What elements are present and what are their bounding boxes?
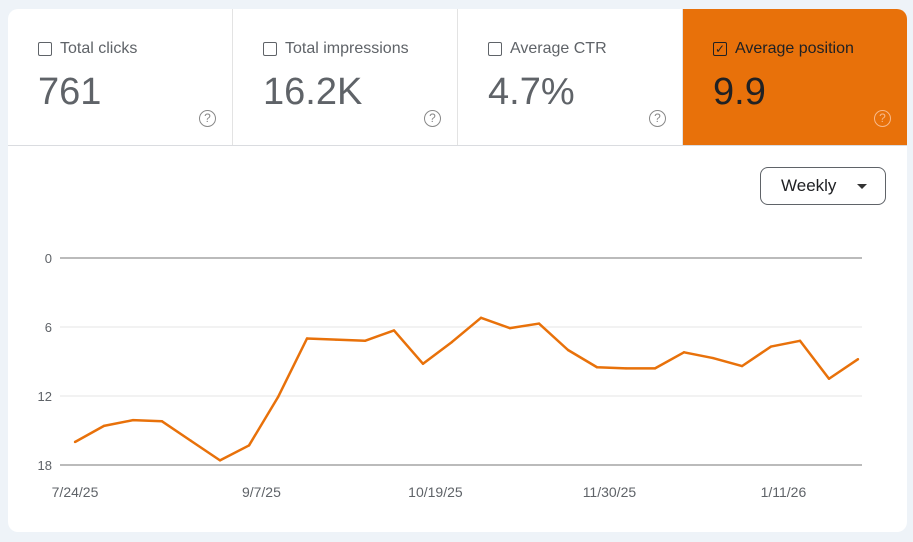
x-tick-label: 7/24/25 — [52, 484, 99, 500]
help-icon[interactable]: ? — [424, 110, 441, 127]
data-point — [624, 367, 628, 370]
metric-label: Average position — [735, 40, 854, 57]
data-point — [334, 338, 338, 341]
data-point — [73, 440, 77, 444]
metric-tile-average-position[interactable]: ✓ Average position 9.9 ? — [683, 9, 907, 145]
data-point — [102, 424, 106, 428]
data-point — [305, 337, 309, 340]
y-tick-label: 12 — [38, 389, 52, 404]
checkbox-icon[interactable] — [263, 42, 277, 56]
data-point — [827, 377, 831, 380]
checkbox-icon[interactable] — [488, 42, 502, 56]
metric-tiles: Total clicks 761 ? Total impressions 16.… — [8, 9, 907, 146]
y-tick-label: 0 — [45, 251, 52, 266]
data-point — [479, 316, 483, 319]
metric-value: 9.9 — [713, 71, 766, 113]
data-point — [711, 356, 715, 360]
caret-down-icon — [857, 184, 867, 189]
granularity-selected: Weekly — [781, 176, 837, 195]
data-point — [566, 348, 570, 352]
data-point — [189, 439, 193, 443]
data-point — [363, 339, 367, 342]
data-point — [682, 351, 686, 354]
data-point — [856, 358, 860, 361]
y-tick-label: 6 — [45, 320, 52, 335]
metric-value: 16.2K — [263, 71, 363, 113]
help-icon[interactable]: ? — [874, 110, 891, 127]
data-point — [769, 345, 773, 348]
y-tick-label: 18 — [38, 458, 52, 473]
data-point — [508, 326, 512, 330]
metric-label: Average CTR — [510, 40, 607, 57]
x-tick-label: 9/7/25 — [242, 484, 281, 500]
data-point — [247, 444, 251, 447]
data-point — [595, 366, 599, 369]
data-point — [740, 364, 744, 368]
metric-tile-total-clicks[interactable]: Total clicks 761 ? — [8, 9, 233, 145]
metric-value: 761 — [38, 71, 102, 113]
data-point — [392, 329, 396, 332]
data-point — [218, 459, 222, 462]
metric-label: Total impressions — [285, 40, 409, 57]
metric-tile-total-impressions[interactable]: Total impressions 16.2K ? — [233, 9, 458, 145]
data-point — [160, 420, 164, 423]
checkbox-checked-icon[interactable]: ✓ — [713, 42, 727, 56]
x-tick-label: 11/30/25 — [583, 484, 637, 500]
performance-card: Total clicks 761 ? Total impressions 16.… — [8, 9, 907, 532]
data-point — [653, 367, 657, 370]
data-point — [798, 339, 802, 342]
metric-tile-average-ctr[interactable]: Average CTR 4.7% ? — [458, 9, 683, 145]
data-point — [537, 322, 541, 325]
data-point — [421, 362, 425, 365]
x-tick-label: 10/19/25 — [408, 484, 463, 500]
help-icon[interactable]: ? — [649, 110, 666, 127]
position-line-chart: 0 6 12 187/24/25 9/7/25 10/19/25 11/30/25 1/11/… — [38, 251, 862, 500]
series-line — [74, 316, 859, 462]
granularity-dropdown[interactable]: Weekly — [760, 167, 886, 205]
checkbox-icon[interactable] — [38, 42, 52, 56]
metric-value: 4.7% — [488, 71, 575, 113]
data-point — [450, 340, 454, 344]
metric-label: Total clicks — [60, 40, 138, 57]
data-point — [276, 395, 280, 399]
help-icon[interactable]: ? — [199, 110, 216, 127]
data-point — [131, 418, 135, 422]
x-tick-label: 1/11/26 — [761, 484, 807, 500]
